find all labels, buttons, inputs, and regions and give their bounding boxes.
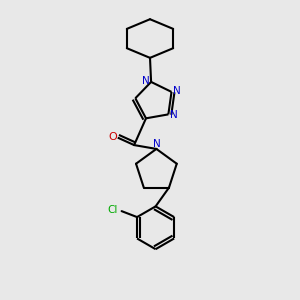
Text: N: N	[170, 110, 178, 120]
Text: N: N	[142, 76, 150, 86]
Text: N: N	[173, 86, 181, 96]
Text: N: N	[153, 139, 160, 148]
Text: O: O	[108, 132, 117, 142]
Text: Cl: Cl	[108, 205, 118, 215]
